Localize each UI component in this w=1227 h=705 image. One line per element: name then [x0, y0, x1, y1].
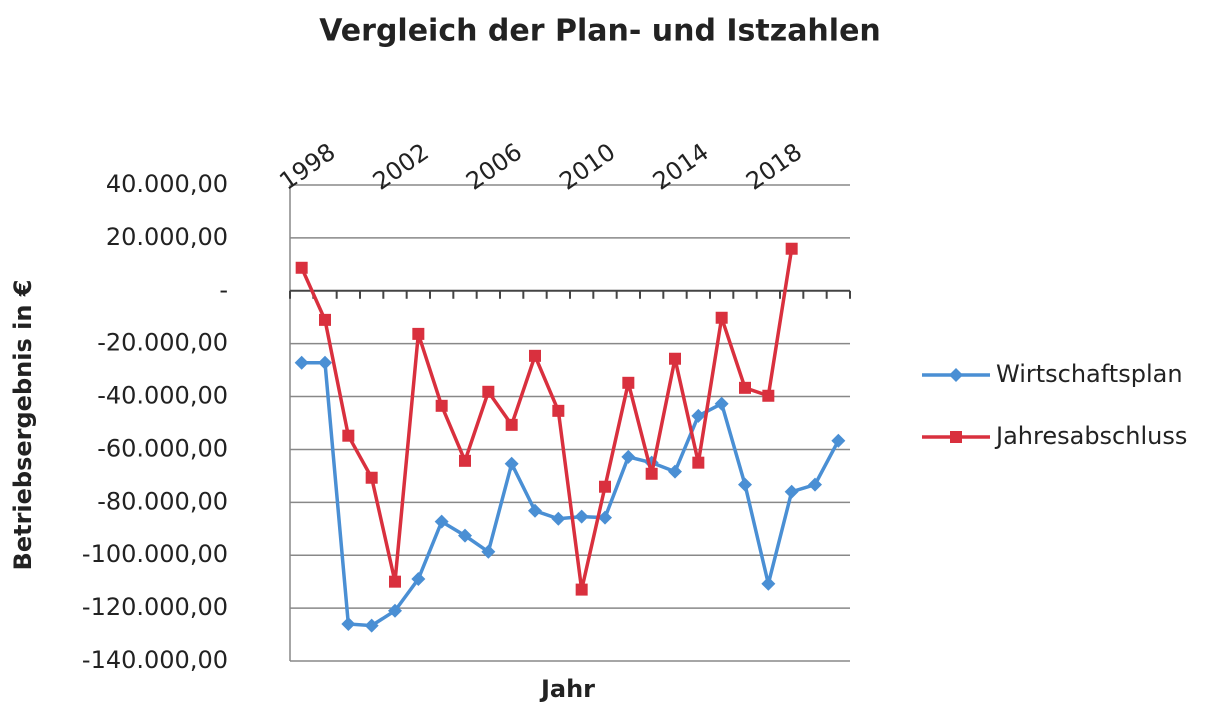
x-tick-label: 2002	[368, 138, 434, 196]
marker	[482, 385, 495, 398]
marker	[388, 603, 402, 618]
marker	[691, 408, 706, 423]
y-tick-label: 20.000,00	[106, 223, 228, 251]
marker	[319, 313, 331, 326]
marker	[761, 576, 776, 591]
marker	[598, 510, 612, 525]
marker	[365, 471, 378, 484]
y-axis-label: Betriebsergebnis in €	[9, 280, 37, 571]
y-tick-label: 40.000,00	[106, 170, 228, 198]
x-tick-label: 1998	[274, 138, 340, 196]
marker	[738, 477, 752, 492]
marker	[552, 404, 565, 417]
y-tick-label: -120.000,00	[82, 593, 228, 621]
marker	[295, 261, 308, 274]
y-tick-label: -	[219, 276, 228, 304]
marker	[831, 433, 846, 448]
marker	[575, 583, 588, 596]
x-tick-label: 2018	[741, 138, 807, 196]
marker	[950, 431, 962, 443]
marker	[364, 618, 379, 633]
y-tick-label: -40.000,00	[97, 382, 228, 410]
marker	[739, 381, 751, 394]
y-tick-label: -20.000,00	[97, 329, 228, 357]
marker	[505, 418, 518, 431]
x-axis-label: Jahr	[539, 675, 595, 703]
x-tick-label: 2014	[648, 138, 714, 196]
marker	[504, 456, 519, 471]
marker	[784, 484, 799, 499]
marker	[481, 544, 496, 559]
marker	[715, 311, 728, 324]
marker	[621, 449, 636, 464]
marker	[574, 509, 589, 524]
legend-label: Wirtschaftsplan	[996, 360, 1183, 388]
marker	[669, 352, 681, 365]
x-tick-label: 2006	[461, 138, 527, 196]
marker	[294, 355, 309, 370]
marker	[762, 389, 775, 402]
marker	[341, 616, 356, 631]
marker	[645, 467, 658, 480]
marker	[434, 514, 449, 529]
y-tick-label: -100.000,00	[82, 540, 228, 568]
marker	[714, 396, 729, 411]
y-tick-label: -80.000,00	[97, 487, 228, 515]
marker	[785, 242, 798, 255]
y-tick-label: -140.000,00	[82, 646, 228, 674]
marker	[389, 575, 401, 588]
series-line	[300, 248, 794, 590]
marker	[808, 477, 822, 492]
marker	[318, 355, 332, 370]
marker	[435, 399, 448, 412]
marker	[528, 503, 542, 518]
marker	[949, 368, 963, 382]
chart-title: Vergleich der Plan- und Istzahlen	[319, 14, 881, 49]
marker	[459, 454, 471, 467]
marker	[599, 480, 611, 493]
y-tick-label: -60.000,00	[97, 434, 228, 462]
marker	[412, 327, 425, 340]
marker	[692, 456, 705, 469]
marker	[342, 429, 355, 442]
marker	[551, 511, 566, 526]
marker	[668, 464, 682, 479]
x-tick-label: 2010	[554, 138, 620, 196]
marker	[411, 572, 426, 587]
marker	[529, 349, 541, 362]
marker	[622, 376, 635, 389]
marker	[458, 528, 472, 543]
legend-label: Jahresabschluss	[994, 422, 1187, 450]
